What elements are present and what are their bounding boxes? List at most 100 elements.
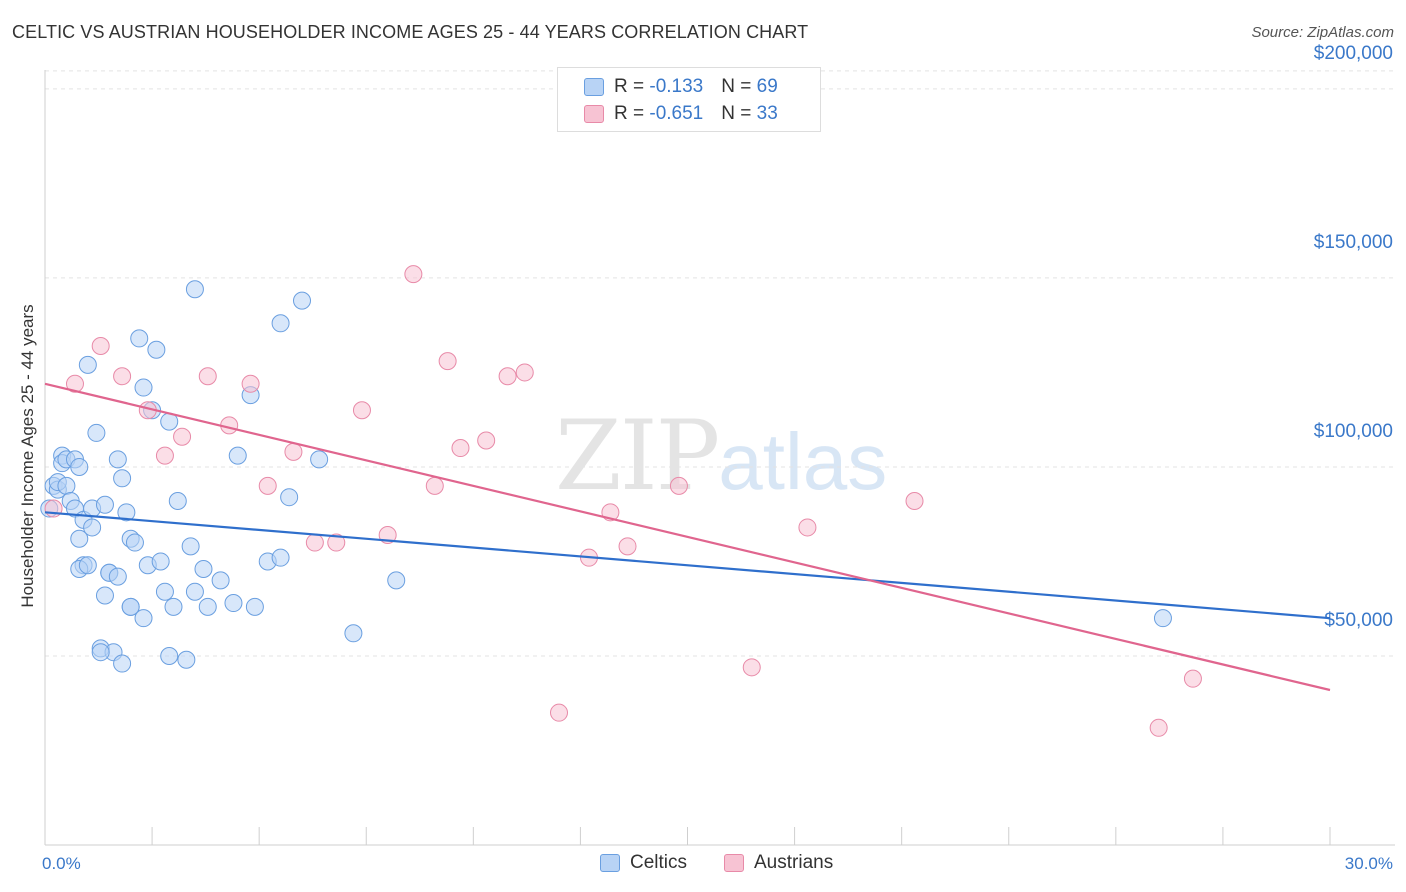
austrians-point xyxy=(173,427,192,446)
celtics-point xyxy=(155,582,174,601)
austrians-point xyxy=(198,367,217,386)
celtics-point xyxy=(198,597,217,616)
austrians-point xyxy=(241,374,260,393)
austrians-point xyxy=(284,442,303,461)
watermark-atlas: atlas xyxy=(718,417,888,506)
legend-n-value: 69 xyxy=(756,76,778,97)
celtics-point xyxy=(271,548,290,567)
celtics-trend-line xyxy=(44,511,1331,620)
celtics-point xyxy=(95,495,114,514)
celtics-point xyxy=(78,556,97,575)
y-tick-label: $50,000 xyxy=(1324,610,1393,631)
legend-n-label: N = xyxy=(721,103,757,124)
austrians-point xyxy=(258,476,277,495)
austrians-point xyxy=(425,476,444,495)
celtics-point xyxy=(130,329,149,348)
celtics-point xyxy=(185,280,204,299)
austrians-point xyxy=(352,401,371,420)
austrians-point xyxy=(742,658,761,677)
celtics-point xyxy=(387,571,406,590)
celtics-point xyxy=(344,624,363,643)
austrians-point xyxy=(498,367,517,386)
celtics-point xyxy=(78,355,97,374)
austrians-point xyxy=(155,446,174,465)
chart-title: CELTIC VS AUSTRIAN HOUSEHOLDER INCOME AG… xyxy=(12,22,809,42)
austrians-point xyxy=(327,533,346,552)
celtics-point xyxy=(224,594,243,613)
austrians-trend-line xyxy=(44,382,1331,692)
celtics-point xyxy=(310,450,329,469)
austrians-point xyxy=(113,367,132,386)
austrians-point xyxy=(305,533,324,552)
celtics-point xyxy=(95,586,114,605)
celtics-point xyxy=(83,518,102,537)
celtics-point xyxy=(87,423,106,442)
austrians-point xyxy=(477,431,496,450)
celtics-point xyxy=(181,537,200,556)
legend-row-austrians: R = -0.651 N = 33 xyxy=(584,101,778,127)
celtics-point xyxy=(134,378,153,397)
celtics-point xyxy=(1153,609,1172,628)
celtics-point xyxy=(108,567,127,586)
celtics-point xyxy=(177,650,196,669)
celtics-point xyxy=(125,533,144,552)
legend-r-value: -0.133 xyxy=(649,76,704,97)
celtics-point xyxy=(211,571,230,590)
celtics-point xyxy=(121,597,140,616)
austrians-swatch xyxy=(584,105,604,123)
celtics-point xyxy=(108,450,127,469)
celtics-point xyxy=(57,476,76,495)
celtics-point xyxy=(160,646,179,665)
celtics-point xyxy=(164,597,183,616)
celtics-point xyxy=(280,488,299,507)
austrians-point xyxy=(91,336,110,355)
austrians-point xyxy=(65,374,84,393)
celtics-point xyxy=(228,446,247,465)
austrians-point xyxy=(669,476,688,495)
bottom-legend-celtics: Celtics xyxy=(600,852,687,874)
bottom-legend-austrians: Austrians xyxy=(724,852,833,874)
watermark-zip: ZIP xyxy=(555,400,720,512)
celtics-point xyxy=(91,643,110,662)
celtics-swatch xyxy=(584,78,604,96)
austrians-legend-swatch xyxy=(724,854,744,872)
celtics-point xyxy=(147,340,166,359)
austrians-point xyxy=(798,518,817,537)
austrians-point xyxy=(438,352,457,371)
austrians-point xyxy=(550,703,568,722)
celtics-point xyxy=(134,609,153,628)
legend-r-label: R = xyxy=(614,76,650,97)
y-tick-label: $100,000 xyxy=(1314,421,1393,442)
chart-source: Source: ZipAtlas.com xyxy=(1251,24,1394,41)
x-tick-label: 0.0% xyxy=(42,854,81,873)
austrians-legend-label: Austrians xyxy=(754,852,834,873)
celtics-point xyxy=(271,314,290,333)
austrians-point xyxy=(1149,718,1168,737)
austrians-point xyxy=(404,265,423,284)
celtics-point xyxy=(245,597,264,616)
celtics-legend-swatch xyxy=(600,854,620,872)
austrians-point xyxy=(618,537,637,556)
y-tick-label: $150,000 xyxy=(1314,232,1393,253)
austrians-point xyxy=(515,363,534,382)
celtics-point xyxy=(151,552,170,571)
celtics-point xyxy=(113,654,132,673)
celtics-point xyxy=(70,457,89,476)
austrians-point xyxy=(451,439,470,458)
celtics-point xyxy=(117,503,136,522)
celtics-point xyxy=(113,469,132,488)
celtics-point xyxy=(185,582,204,601)
celtics-point xyxy=(194,560,213,579)
legend-row-celtics: R = -0.133 N = 69 xyxy=(584,74,778,100)
legend-n-label: N = xyxy=(721,76,757,97)
legend-r-value: -0.651 xyxy=(649,103,704,124)
watermark: ZIPatlas xyxy=(555,400,887,512)
celtics-legend-label: Celtics xyxy=(630,852,688,873)
legend-r-label: R = xyxy=(614,103,650,124)
celtics-point xyxy=(70,529,89,548)
austrians-point xyxy=(905,491,924,510)
correlation-legend: R = -0.133 N = 69 R = -0.651 N = 33 xyxy=(557,67,821,132)
y-tick-label: $200,000 xyxy=(1314,43,1393,64)
celtics-point xyxy=(293,291,311,310)
